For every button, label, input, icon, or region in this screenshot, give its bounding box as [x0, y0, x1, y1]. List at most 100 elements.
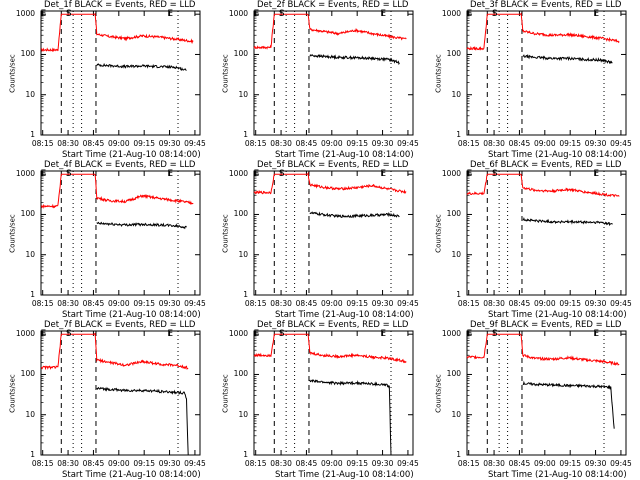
detector-panel-4: Det_4f BLACK = Events, RED = LLD E S E 1 10 10…	[0, 160, 213, 320]
series-events-line	[309, 211, 400, 219]
series-events-line	[96, 221, 187, 230]
eclipse-marker-label: E	[253, 9, 260, 19]
x-tick-label: 09:45	[397, 459, 419, 468]
x-tick-label: 09:15	[559, 139, 581, 148]
y-axis-label: Counts/sec	[221, 374, 230, 413]
series-events-line	[96, 62, 187, 71]
y-tick-label: 10	[451, 409, 461, 419]
y-tick-label: 1000	[228, 9, 248, 19]
detector-panel-1: Det_1f BLACK = Events, RED = LLD E S E 1 10 10…	[0, 0, 213, 160]
x-tick-label: 08:45	[82, 299, 105, 308]
x-tick-label: 08:30	[483, 299, 505, 308]
panel-title: Det_1f BLACK = Events, RED = LLD	[44, 0, 196, 10]
x-tick-label: 09:00	[533, 139, 556, 148]
y-tick-label: 10	[25, 249, 35, 259]
eclipse-marker-label: E	[380, 169, 387, 179]
x-tick-label: 09:00	[320, 139, 343, 148]
y-tick-label: 1000	[228, 329, 248, 339]
y-axis-label: Counts/sec	[434, 54, 443, 93]
x-axis-label: Start Time (21-Aug-10 08:14:00)	[488, 310, 627, 320]
axes-frame	[40, 330, 201, 456]
y-axis-label: Counts/sec	[221, 214, 230, 253]
x-tick-label: 09:45	[184, 139, 206, 148]
x-tick-label: 08:30	[57, 299, 79, 308]
detector-panel-7: Det_7f BLACK = Events, RED = LLD E S E 1 10 10…	[0, 320, 213, 480]
y-tick-label: 1	[243, 130, 248, 139]
saa-marker-label: S	[278, 329, 285, 339]
x-tick-label: 08:45	[295, 299, 318, 308]
plot-area	[466, 10, 627, 136]
x-tick-label: 09:30	[371, 459, 394, 468]
y-tick-label: 1000	[15, 9, 35, 19]
x-tick-label: 08:30	[57, 459, 79, 468]
panel-title: Det_5f BLACK = Events, RED = LLD	[257, 160, 409, 170]
x-axis-label: Start Time (21-Aug-10 08:14:00)	[275, 150, 414, 160]
eclipse-marker-label: E	[593, 169, 600, 179]
y-tick-label: 1000	[441, 329, 461, 339]
series-lld-line	[466, 333, 620, 366]
series-lld-line	[466, 173, 620, 198]
y-tick-label: 10	[25, 409, 35, 419]
x-tick-label: 09:30	[158, 299, 181, 308]
y-tick-label: 10	[25, 89, 35, 99]
x-tick-label: 08:15	[244, 139, 267, 148]
x-axis-label: Start Time (21-Aug-10 08:14:00)	[488, 470, 627, 480]
x-tick-label: 08:30	[483, 459, 505, 468]
x-tick-label: 09:30	[158, 139, 181, 148]
series-lld-line	[253, 333, 407, 364]
saa-marker-label: S	[491, 169, 498, 179]
series-events-line	[96, 386, 189, 456]
x-tick-label: 08:45	[82, 139, 105, 148]
axes-frame	[253, 10, 414, 136]
eclipse-marker-label: E	[167, 329, 174, 339]
x-tick-label: 09:15	[346, 299, 368, 308]
series-events-line	[522, 53, 613, 65]
axes-frame	[466, 170, 627, 296]
eclipse-marker-label: E	[466, 9, 473, 19]
x-tick-label: 09:00	[107, 139, 130, 148]
series-lld-line	[41, 13, 194, 53]
saa-marker-label: S	[65, 169, 72, 179]
x-tick-label: 09:30	[584, 299, 607, 308]
x-tick-label: 08:30	[270, 299, 292, 308]
y-tick-label: 10	[238, 249, 248, 259]
x-tick-label: 08:15	[244, 459, 267, 468]
eclipse-marker-label: E	[40, 169, 47, 179]
detector-panel-3: Det_3f BLACK = Events, RED = LLD E S E 1 10 10…	[426, 0, 639, 160]
x-tick-label: 09:00	[320, 299, 343, 308]
y-tick-label: 100	[446, 369, 461, 379]
panel-title: Det_6f BLACK = Events, RED = LLD	[470, 160, 622, 170]
x-axis-label: Start Time (21-Aug-10 08:14:00)	[62, 310, 201, 320]
x-tick-label: 09:15	[133, 139, 155, 148]
y-tick-label: 100	[446, 49, 461, 59]
y-axis-label: Counts/sec	[221, 54, 230, 93]
y-tick-label: 10	[451, 89, 461, 99]
eclipse-marker-label: E	[593, 329, 600, 339]
plot-area	[466, 330, 627, 456]
saa-marker-label: S	[278, 9, 285, 19]
x-tick-label: 08:15	[31, 299, 54, 308]
x-tick-label: 09:30	[371, 299, 394, 308]
x-tick-label: 09:45	[610, 139, 632, 148]
x-tick-label: 08:45	[508, 459, 531, 468]
y-tick-label: 1	[456, 290, 461, 299]
y-axis-label: Counts/sec	[434, 374, 443, 413]
saa-marker-label: S	[491, 9, 498, 19]
y-tick-label: 10	[238, 409, 248, 419]
series-events-line	[522, 380, 615, 429]
detector-panel-6: Det_6f BLACK = Events, RED = LLD E S E 1 10 10…	[426, 160, 639, 320]
saa-marker-label: S	[491, 329, 498, 339]
panel-title: Det_3f BLACK = Events, RED = LLD	[470, 0, 622, 10]
y-tick-label: 1000	[441, 9, 461, 19]
eclipse-marker-label: E	[380, 9, 387, 19]
y-tick-label: 10	[451, 249, 461, 259]
y-axis-label: Counts/sec	[8, 214, 17, 253]
x-tick-label: 08:15	[244, 299, 267, 308]
y-tick-label: 1	[30, 450, 35, 459]
y-tick-label: 1000	[15, 329, 35, 339]
panel-title: Det_4f BLACK = Events, RED = LLD	[44, 160, 196, 170]
x-tick-label: 09:45	[184, 459, 206, 468]
y-tick-label: 100	[20, 369, 35, 379]
y-tick-label: 100	[20, 209, 35, 219]
eclipse-marker-label: E	[167, 9, 174, 19]
